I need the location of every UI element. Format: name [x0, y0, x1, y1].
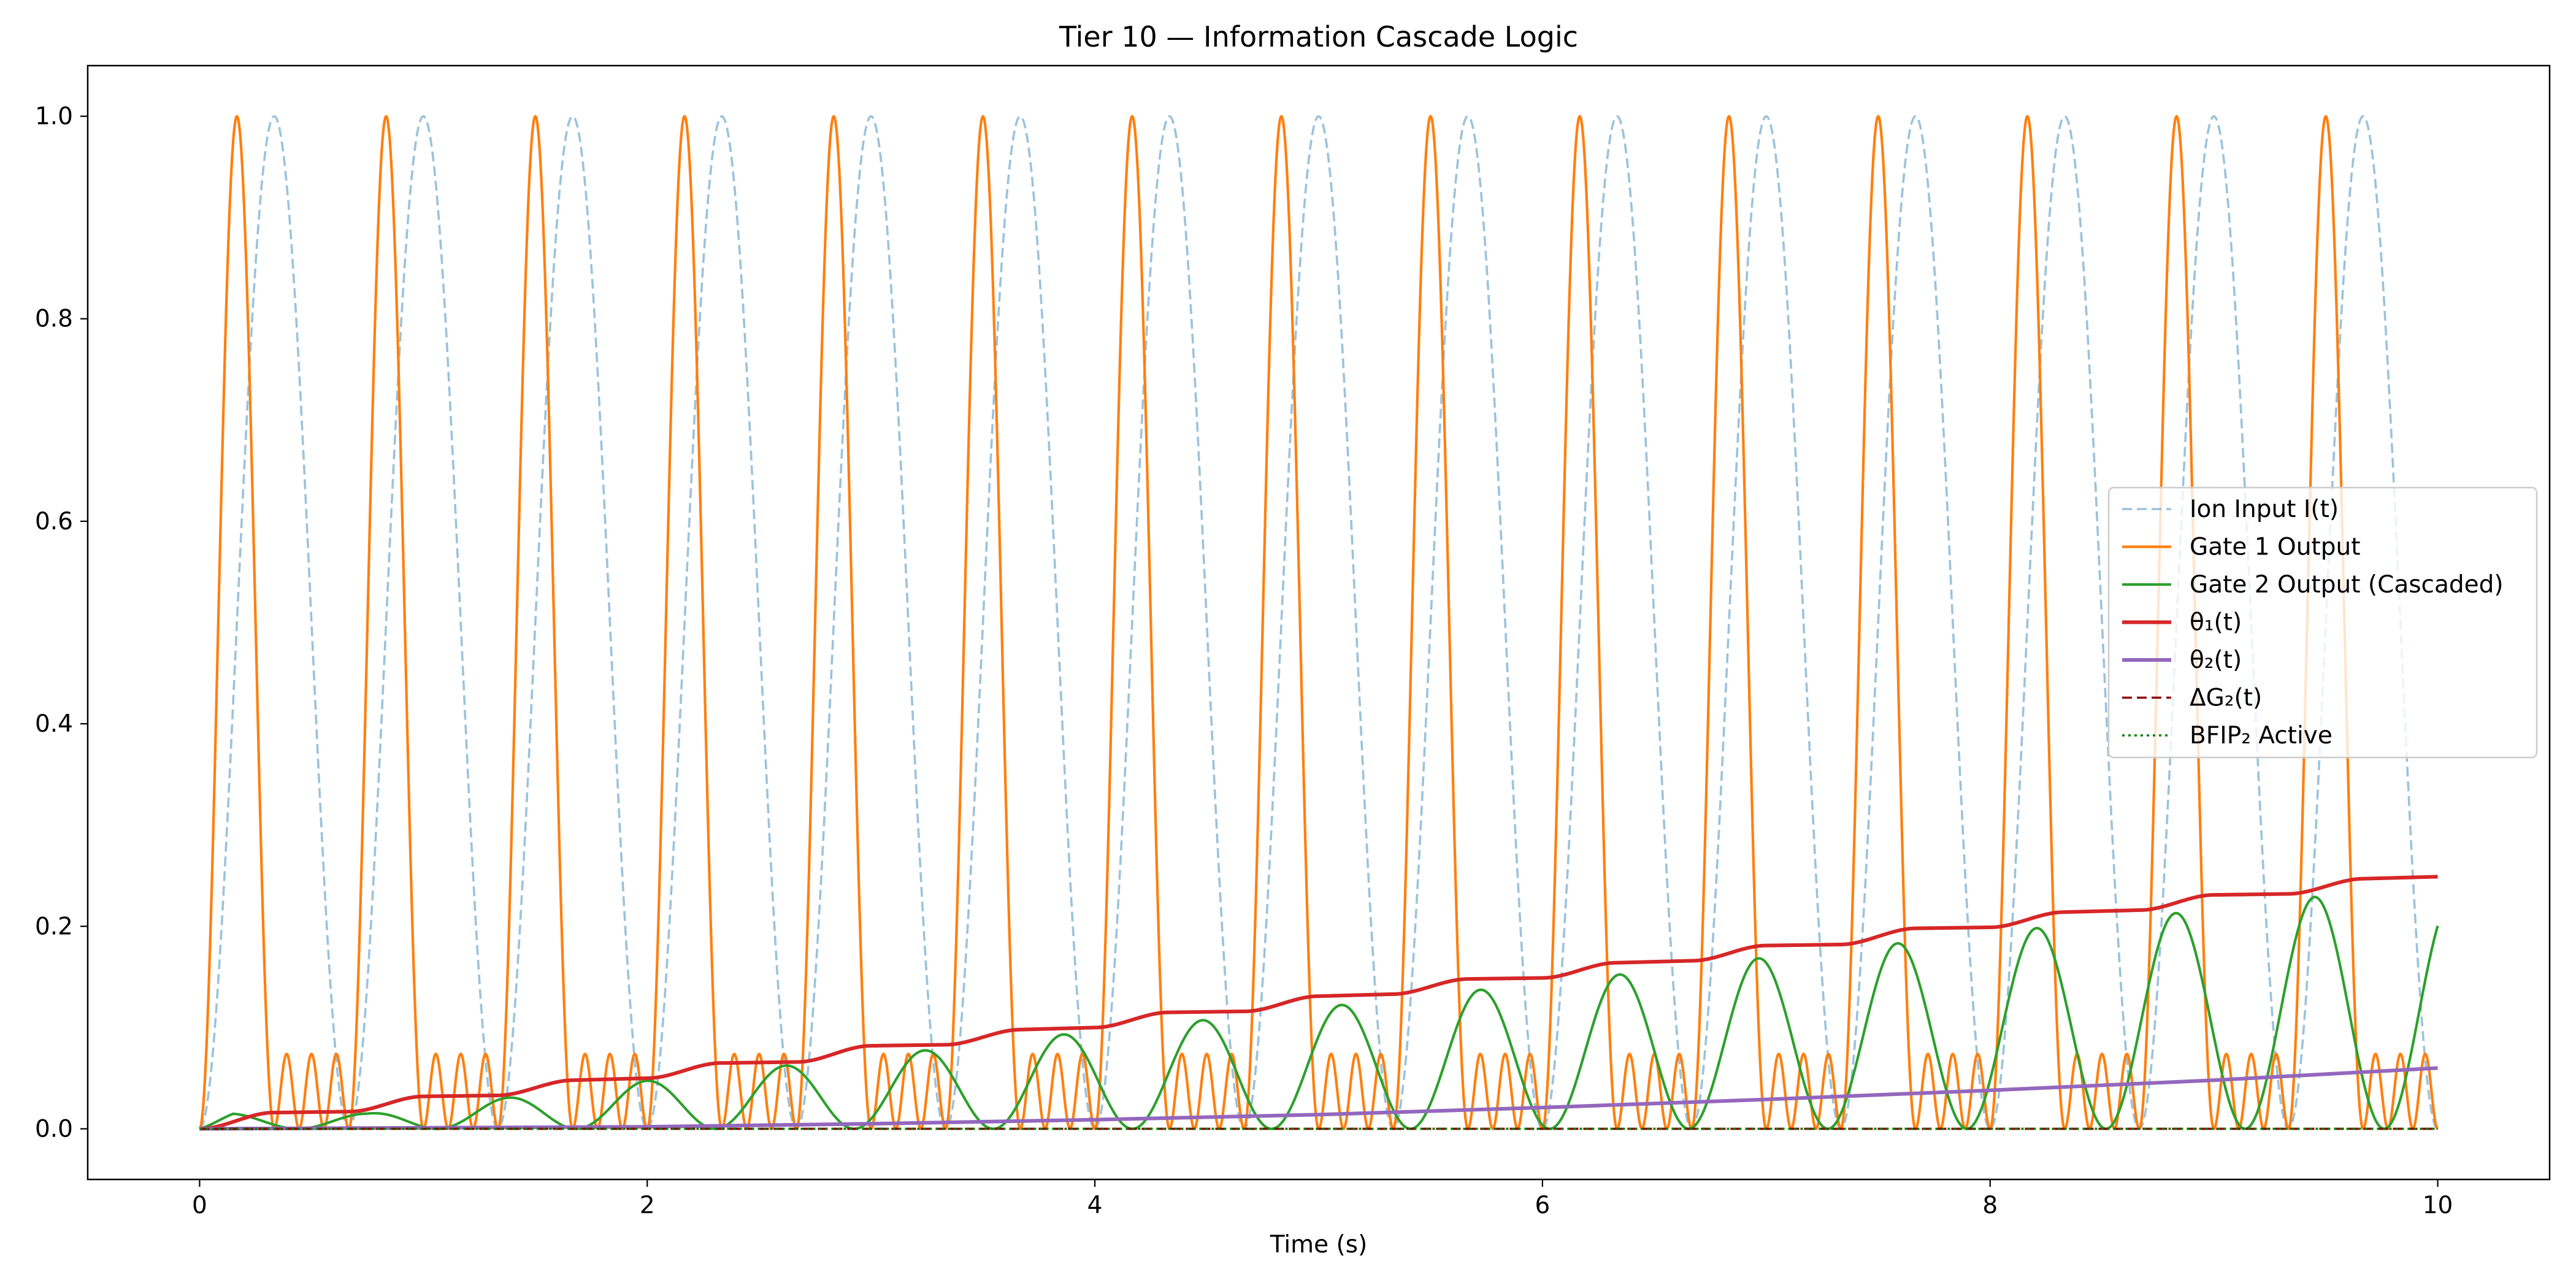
y-tick-label: 0.4 — [35, 710, 73, 738]
legend-label: ΔG₂(t) — [2190, 684, 2262, 712]
y-tick-label: 0.6 — [35, 508, 73, 535]
chart-title: Tier 10 — Information Cascade Logic — [1059, 20, 1578, 53]
x-tick-label: 8 — [1982, 1192, 1998, 1219]
legend-label: Ion Input I(t) — [2190, 496, 2339, 523]
x-tick-label: 0 — [192, 1192, 207, 1219]
y-tick-label: 1.0 — [35, 103, 73, 131]
x-axis-label: Time (s) — [1270, 1231, 1368, 1259]
series-line-4 — [198, 1066, 2439, 1131]
legend-label: θ₂(t) — [2190, 646, 2242, 674]
x-tick-label: 4 — [1087, 1192, 1103, 1219]
legend-label: θ₁(t) — [2190, 609, 2242, 637]
y-axis: 0.0 0.2 0.4 0.6 0.8 1.0 — [35, 103, 88, 1143]
plot-border — [86, 64, 2551, 1181]
series-line-0 — [199, 115, 2439, 1130]
legend-label: Gate 2 Output (Cascaded) — [2190, 571, 2504, 599]
y-tick-label: 0.8 — [35, 305, 73, 333]
legend-frame — [2107, 486, 2538, 759]
x-tick-label: 6 — [1535, 1192, 1550, 1219]
y-tick-label: 0.2 — [35, 913, 73, 940]
series-layer — [198, 115, 2439, 1131]
y-tick-label: 0.0 — [35, 1115, 73, 1143]
legend-label: Gate 1 Output — [2190, 534, 2360, 561]
legend: Ion Input I(t) Gate 1 Output Gate 2 Output… — [2107, 486, 2538, 759]
x-axis: 0 2 4 6 8 10 — [192, 1179, 2453, 1219]
series-line-3 — [198, 875, 2439, 1131]
x-tick-label: 2 — [640, 1192, 655, 1219]
legend-label: BFIP₂ Active — [2190, 722, 2333, 749]
x-tick-label: 10 — [2423, 1192, 2453, 1219]
